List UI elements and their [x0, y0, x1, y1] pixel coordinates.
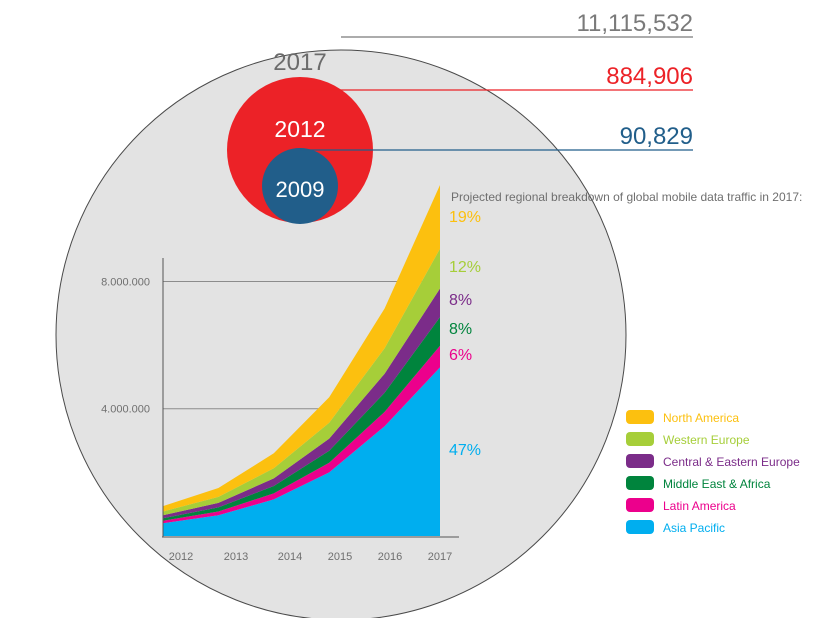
x-tick-label: 2017 — [428, 551, 452, 563]
x-tick-labels: 2012 2013 2014 2015 2016 2017 — [169, 551, 452, 563]
legend-swatch — [626, 476, 654, 490]
legend-label: Asia Pacific — [663, 521, 725, 535]
value-2017: 11,115,532 — [576, 10, 693, 37]
legend: North America Western Europe Central & Eas… — [626, 410, 800, 535]
value-2012: 884,906 — [606, 63, 693, 90]
y-tick-label: 4.000.000 — [101, 404, 150, 416]
area-north-america — [163, 185, 440, 512]
legend-swatch — [626, 432, 654, 446]
axes — [162, 258, 459, 538]
legend-label: Latin America — [663, 499, 736, 513]
share-labels: 47% 6% 8% 8% 12% 19% — [449, 209, 481, 459]
bubble-2017 — [55, 49, 627, 618]
legend-swatch — [626, 498, 654, 512]
x-tick-label: 2012 — [169, 551, 193, 563]
x-tick-label: 2013 — [224, 551, 248, 563]
area-asia-pacific — [163, 367, 440, 536]
legend-label: Central & Eastern Europe — [663, 455, 800, 469]
share-label: 19% — [449, 209, 481, 226]
bubble-2009 — [262, 148, 338, 224]
bubble-year-2017: 2017 — [273, 49, 326, 76]
area-series — [163, 185, 440, 536]
bubble-year-2012: 2012 — [274, 116, 325, 142]
legend-label: Middle East & Africa — [663, 477, 771, 491]
legend-label: North America — [663, 411, 739, 425]
share-label: 8% — [449, 321, 472, 338]
bubble-year-2009: 2009 — [276, 177, 325, 202]
chart-title: Projected regional breakdown of global m… — [451, 190, 802, 204]
share-label: 6% — [449, 347, 472, 364]
x-tick-label: 2014 — [278, 551, 302, 563]
legend-label: Western Europe — [663, 433, 750, 447]
legend-swatch — [626, 520, 654, 534]
share-label: 8% — [449, 292, 472, 309]
value-2009: 90,829 — [620, 123, 693, 150]
y-tick-labels: 4.000.000 8.000.000 — [101, 276, 150, 415]
legend-swatch — [626, 410, 654, 424]
legend-swatch — [626, 454, 654, 468]
x-tick-label: 2016 — [378, 551, 402, 563]
x-tick-label: 2015 — [328, 551, 352, 563]
share-label: 47% — [449, 442, 481, 459]
y-tick-label: 8.000.000 — [101, 276, 150, 288]
share-label: 12% — [449, 259, 481, 276]
